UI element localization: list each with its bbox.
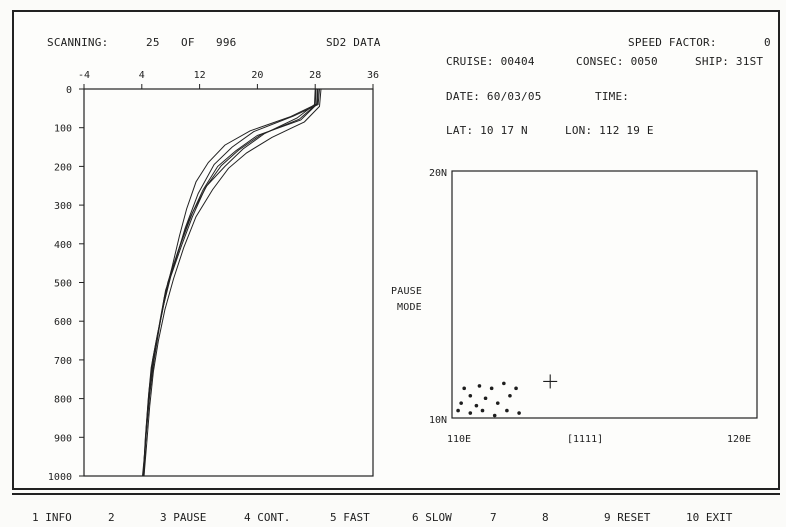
station-dot [459, 401, 463, 405]
x-tick-label: 4 [139, 70, 145, 81]
map-lat-top-label: 20N [429, 168, 447, 179]
station-dot [502, 381, 506, 386]
y-tick-label: 0 [66, 85, 72, 96]
x-tick-label: -4 [78, 70, 90, 81]
station-dot [477, 384, 482, 388]
station-dot [468, 411, 473, 415]
profile-series-4 [143, 88, 322, 477]
speed-factor-value: 0 [764, 36, 771, 49]
scan-current: 25 [146, 36, 160, 49]
map-lon-right-label: 120E [727, 434, 751, 445]
function-key-9[interactable]: 9 RESET [604, 511, 651, 524]
station-dot [474, 403, 479, 408]
scanning-label: SCANNING: [47, 36, 109, 49]
x-tick-label: 36 [367, 70, 379, 81]
x-tick-label: 12 [194, 70, 206, 81]
station-dot [495, 401, 500, 405]
scan-of: OF [181, 36, 195, 49]
date-value: DATE: 60/03/05 [446, 90, 542, 103]
function-key-7[interactable]: 7 [490, 511, 497, 524]
y-tick-label: 800 [54, 395, 72, 406]
station-dot [468, 393, 473, 398]
display-frame [12, 10, 780, 490]
consec-number: CONSEC: 0050 [576, 55, 658, 68]
map-lon-left-label: 110E [447, 434, 471, 445]
y-tick-label: 200 [54, 162, 72, 173]
mode-status-line1: PAUSE [391, 286, 423, 297]
station-dot [480, 408, 485, 413]
function-key-bar: 1 INFO 2 3 PAUSE 4 CONT. 5 FAST 6 SLOW 7 8 9 RES… [12, 493, 780, 527]
station-dot [514, 386, 518, 391]
y-tick-label: 400 [54, 240, 72, 251]
profile-series-5 [142, 88, 319, 477]
function-key-5[interactable]: 5 FAST [330, 511, 370, 524]
speed-factor-label: SPEED FACTOR: [628, 36, 717, 49]
function-key-8[interactable]: 8 [542, 511, 549, 524]
scan-total: 996 [216, 36, 237, 49]
map-lat-bottom-label: 10N [429, 415, 447, 426]
station-dot [456, 408, 460, 413]
cruise-id: CRUISE: 00404 [446, 55, 535, 68]
time-value: TIME: [595, 90, 630, 103]
profile-series-6 [142, 88, 317, 477]
y-tick-label: 100 [54, 124, 72, 135]
station-dot [489, 386, 494, 391]
latitude-value: LAT: 10 17 N [446, 124, 528, 137]
ship-id: SHIP: 31ST [695, 55, 764, 68]
data-source-label: SD2 DATA [326, 36, 381, 49]
function-key-2[interactable]: 2 [108, 511, 115, 524]
function-key-3[interactable]: 3 PAUSE [160, 511, 207, 524]
station-dot [517, 411, 521, 415]
map-center-label: [1111] [567, 434, 603, 445]
x-tick-label: 28 [309, 70, 321, 81]
y-tick-label: 600 [54, 317, 72, 328]
station-dot [492, 413, 497, 418]
map-frame [451, 170, 758, 419]
station-dot [508, 393, 512, 398]
y-tick-label: 900 [54, 433, 72, 444]
longitude-value: LON: 112 19 E [565, 124, 654, 137]
function-key-1[interactable]: 1 INFO [32, 511, 72, 524]
station-dot [483, 396, 488, 401]
function-key-10[interactable]: 10 EXIT [686, 511, 733, 524]
x-tick-label: 20 [251, 70, 263, 81]
y-tick-label: 1000 [48, 472, 72, 483]
function-key-6[interactable]: 6 SLOW [412, 511, 452, 524]
station-dot [462, 386, 467, 391]
y-tick-label: 700 [54, 356, 72, 367]
mode-status-line2: MODE [397, 302, 422, 313]
station-dot [505, 408, 509, 413]
y-tick-label: 300 [54, 201, 72, 212]
function-key-4[interactable]: 4 CONT. [244, 511, 291, 524]
y-tick-label: 500 [54, 279, 72, 290]
